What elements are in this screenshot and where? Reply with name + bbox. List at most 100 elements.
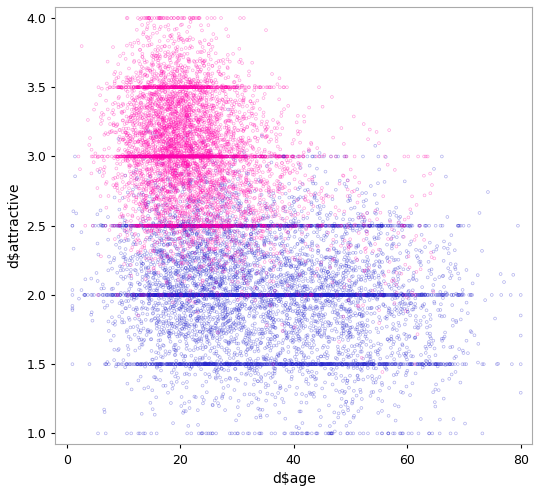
Point: [272, 291, 280, 299]
Point: [199, 104, 208, 111]
Point: [118, 174, 126, 181]
Point: [144, 328, 153, 336]
Point: [280, 225, 289, 233]
Point: [137, 99, 146, 106]
Point: [313, 291, 321, 299]
Point: [187, 147, 196, 155]
Point: [201, 222, 209, 230]
Point: [245, 166, 253, 174]
Point: [324, 360, 333, 368]
Point: [263, 252, 272, 260]
Point: [208, 291, 217, 299]
Point: [305, 360, 314, 368]
Point: [269, 196, 278, 204]
Point: [195, 116, 203, 124]
Point: [213, 291, 222, 299]
Point: [376, 317, 384, 324]
Point: [149, 112, 158, 120]
Point: [154, 349, 163, 357]
Point: [198, 360, 206, 368]
Point: [127, 112, 136, 120]
Point: [239, 163, 248, 171]
Point: [155, 130, 164, 138]
Point: [308, 336, 316, 344]
Point: [143, 360, 151, 368]
Point: [418, 290, 426, 298]
Point: [130, 109, 139, 117]
Point: [250, 324, 259, 332]
Point: [153, 360, 162, 368]
Point: [185, 291, 194, 299]
Point: [190, 228, 199, 236]
Point: [190, 291, 198, 299]
Point: [277, 281, 286, 288]
Point: [188, 83, 196, 91]
Point: [132, 222, 140, 230]
Point: [94, 250, 103, 258]
Point: [148, 104, 157, 112]
Point: [408, 380, 417, 387]
Point: [259, 291, 268, 299]
Point: [185, 75, 194, 83]
Point: [150, 152, 158, 160]
Point: [159, 127, 168, 135]
Point: [176, 290, 184, 298]
Point: [176, 152, 185, 160]
Point: [279, 291, 287, 299]
Point: [208, 291, 217, 299]
Point: [261, 305, 270, 313]
Point: [368, 291, 377, 299]
Point: [144, 14, 153, 22]
Point: [173, 112, 182, 120]
Point: [188, 249, 196, 257]
Point: [213, 211, 222, 219]
Point: [183, 429, 191, 437]
Point: [180, 399, 189, 407]
Point: [275, 188, 284, 196]
Point: [292, 423, 301, 431]
Point: [385, 337, 393, 345]
Point: [92, 269, 101, 277]
Point: [138, 135, 147, 142]
Point: [204, 126, 212, 134]
Point: [155, 152, 163, 160]
Point: [284, 229, 293, 237]
Point: [183, 179, 192, 187]
Point: [218, 152, 227, 160]
Point: [326, 291, 335, 299]
Point: [180, 152, 189, 160]
Point: [420, 300, 429, 308]
Point: [194, 291, 203, 299]
Point: [218, 308, 226, 316]
Point: [292, 291, 301, 299]
Point: [155, 91, 163, 99]
Point: [173, 97, 182, 105]
Point: [341, 224, 349, 232]
Point: [200, 222, 209, 230]
Point: [257, 274, 266, 282]
Point: [189, 225, 197, 233]
Point: [221, 260, 230, 268]
Point: [151, 107, 160, 115]
Point: [391, 360, 400, 368]
Point: [166, 115, 175, 123]
Point: [149, 291, 157, 299]
Point: [181, 128, 189, 136]
Point: [199, 307, 208, 315]
Point: [355, 360, 363, 368]
Point: [211, 213, 219, 221]
Point: [212, 176, 221, 183]
Point: [158, 222, 167, 230]
Point: [261, 344, 270, 352]
Point: [283, 214, 292, 222]
Point: [224, 106, 232, 113]
Point: [315, 149, 324, 157]
Point: [209, 245, 218, 253]
Point: [169, 152, 178, 160]
Point: [405, 333, 413, 341]
Point: [289, 222, 298, 230]
Point: [144, 83, 153, 91]
Point: [266, 245, 275, 253]
Point: [292, 291, 301, 299]
Point: [237, 257, 245, 265]
